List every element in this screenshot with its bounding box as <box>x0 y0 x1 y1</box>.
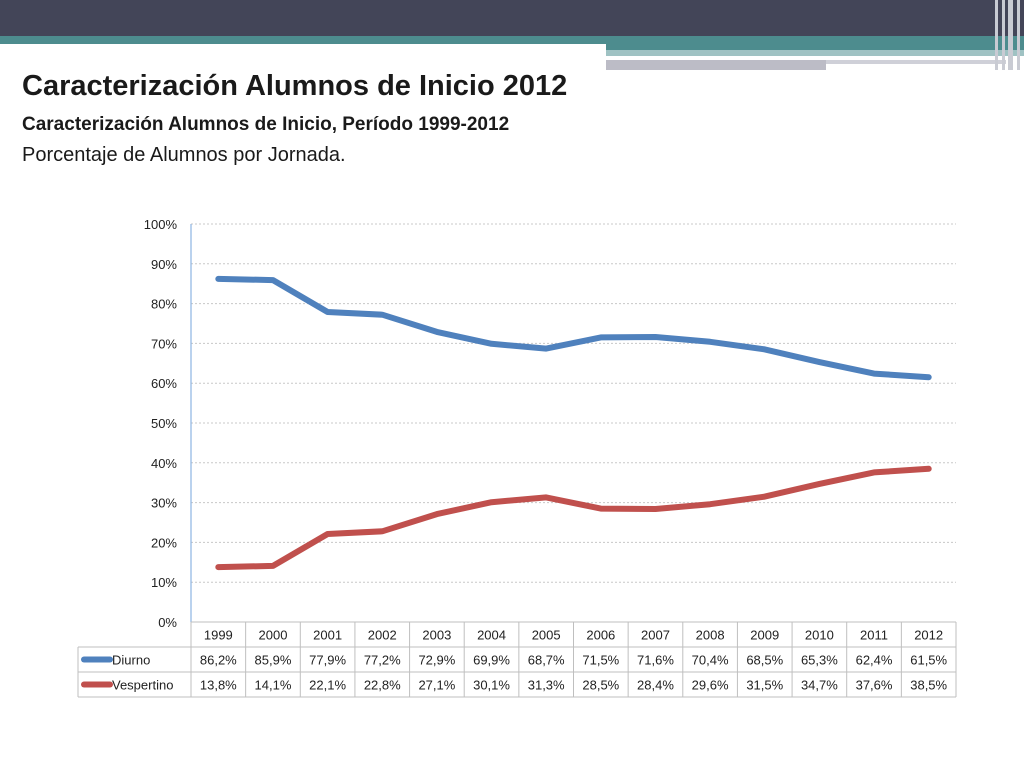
x-tick-label: 2010 <box>805 628 834 643</box>
data-label: 37,6% <box>856 678 893 693</box>
x-tick-label: 2007 <box>641 628 670 643</box>
header-dark-bar <box>0 0 1024 36</box>
slide-subtitle-secondary: Porcentaje de Alumnos por Jornada. <box>22 144 346 166</box>
x-tick-label: 2011 <box>860 628 888 643</box>
data-label: 14,1% <box>255 678 292 693</box>
slide-subtitle: Caracterización Alumnos de Inicio, Perío… <box>22 114 510 135</box>
data-label: 72,9% <box>418 653 455 668</box>
data-label: 22,1% <box>309 678 346 693</box>
data-label: 22,8% <box>364 678 401 693</box>
data-table: 1999 2000 2001 2002 2003 2004 2005 2006 2007 2008… <box>77 621 957 698</box>
x-tick-label: 1999 <box>204 628 233 643</box>
x-tick-label: 2001 <box>313 628 342 643</box>
data-label: 65,3% <box>801 653 838 668</box>
series-line <box>215 465 932 571</box>
data-label: 86,2% <box>200 653 237 668</box>
data-label: 29,6% <box>692 678 729 693</box>
chart-gridlines <box>191 223 956 583</box>
y-tick-label: 90% <box>151 257 177 272</box>
x-tick-label: 2005 <box>532 628 561 643</box>
data-label: 28,5% <box>582 678 619 693</box>
x-tick-label: 2012 <box>914 628 943 643</box>
x-tick-label: 2003 <box>422 628 451 643</box>
data-label: 27,1% <box>418 678 455 693</box>
data-label: 77,9% <box>309 653 346 668</box>
y-tick-label: 20% <box>151 535 177 550</box>
header-vertical-stripes <box>993 0 1024 70</box>
y-axis-ticks: 0% 10% 20% 30% 40% 50% 60% 70% 80% 90% 100% <box>144 217 178 630</box>
data-label: 77,2% <box>364 653 401 668</box>
data-label: 34,7% <box>801 678 838 693</box>
data-label: 38,5% <box>910 678 947 693</box>
x-tick-label: 2006 <box>586 628 615 643</box>
x-tick-label: 2009 <box>750 628 779 643</box>
y-tick-label: 10% <box>151 575 177 590</box>
data-label: 71,5% <box>582 653 619 668</box>
data-label: 61,5% <box>910 653 947 668</box>
x-tick-label: 2008 <box>696 628 725 643</box>
data-label: 69,9% <box>473 653 510 668</box>
legend-label: Diurno <box>112 653 150 668</box>
data-label: 68,7% <box>528 653 565 668</box>
series-line <box>215 275 932 381</box>
y-tick-label: 0% <box>158 615 177 630</box>
x-tick-label: 2004 <box>477 628 506 643</box>
y-tick-label: 70% <box>151 336 177 351</box>
x-tick-label: 2002 <box>368 628 397 643</box>
data-label: 28,4% <box>637 678 674 693</box>
slide-title: Caracterización Alumnos de Inicio 2012 <box>22 70 568 102</box>
y-tick-label: 80% <box>151 297 177 312</box>
data-label: 31,3% <box>528 678 565 693</box>
data-label: 68,5% <box>746 653 783 668</box>
header-gray-line-thin <box>826 60 1006 64</box>
header-white-band <box>0 44 606 50</box>
data-label: 62,4% <box>856 653 893 668</box>
data-label: 85,9% <box>255 653 292 668</box>
x-tick-label: 2000 <box>259 628 288 643</box>
data-label: 13,8% <box>200 678 237 693</box>
series-lines <box>215 275 932 571</box>
legend-label: Vespertino <box>112 678 173 693</box>
y-tick-label: 40% <box>151 456 177 471</box>
data-label: 31,5% <box>746 678 783 693</box>
y-tick-label: 50% <box>151 416 177 431</box>
data-label: 70,4% <box>692 653 729 668</box>
data-label: 71,6% <box>637 653 674 668</box>
data-label: 30,1% <box>473 678 510 693</box>
header-gray-line <box>606 60 826 70</box>
y-tick-label: 100% <box>144 217 178 232</box>
y-tick-label: 60% <box>151 376 177 391</box>
header-light-teal-band <box>606 50 1024 56</box>
y-tick-label: 30% <box>151 496 177 511</box>
